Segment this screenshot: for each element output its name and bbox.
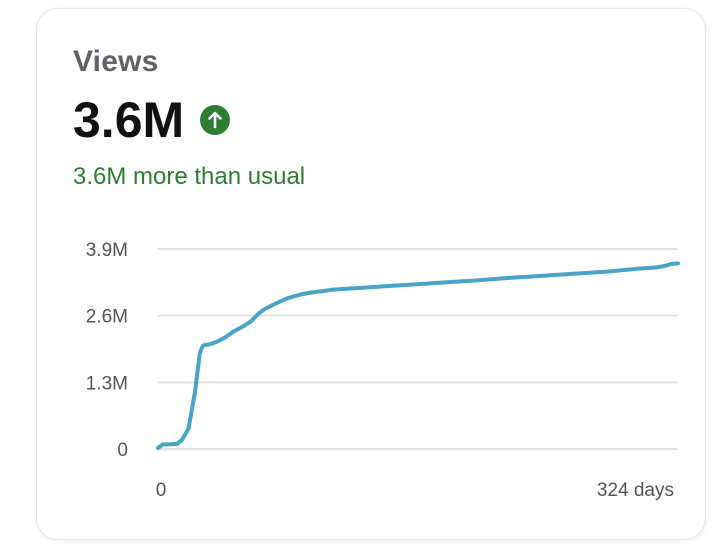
series-line-0	[156, 261, 680, 450]
arrow-up-circle-icon	[200, 105, 231, 135]
metric-value: 3.6M	[73, 92, 185, 148]
y-tick-label: 3.9M	[86, 240, 128, 261]
x-tick-label: 0	[156, 480, 167, 501]
comparison-text: 3.6M more than usual	[73, 163, 306, 190]
arrow-up-glyph	[208, 111, 222, 129]
metric-label: Views	[73, 45, 159, 78]
x-tick-label: 324 days	[597, 480, 674, 501]
y-tick-label: 0	[117, 440, 128, 461]
y-tick-label: 2.6M	[86, 307, 128, 328]
y-tick-label: 1.3M	[86, 373, 128, 394]
metric-row: 3.6M	[73, 92, 231, 148]
